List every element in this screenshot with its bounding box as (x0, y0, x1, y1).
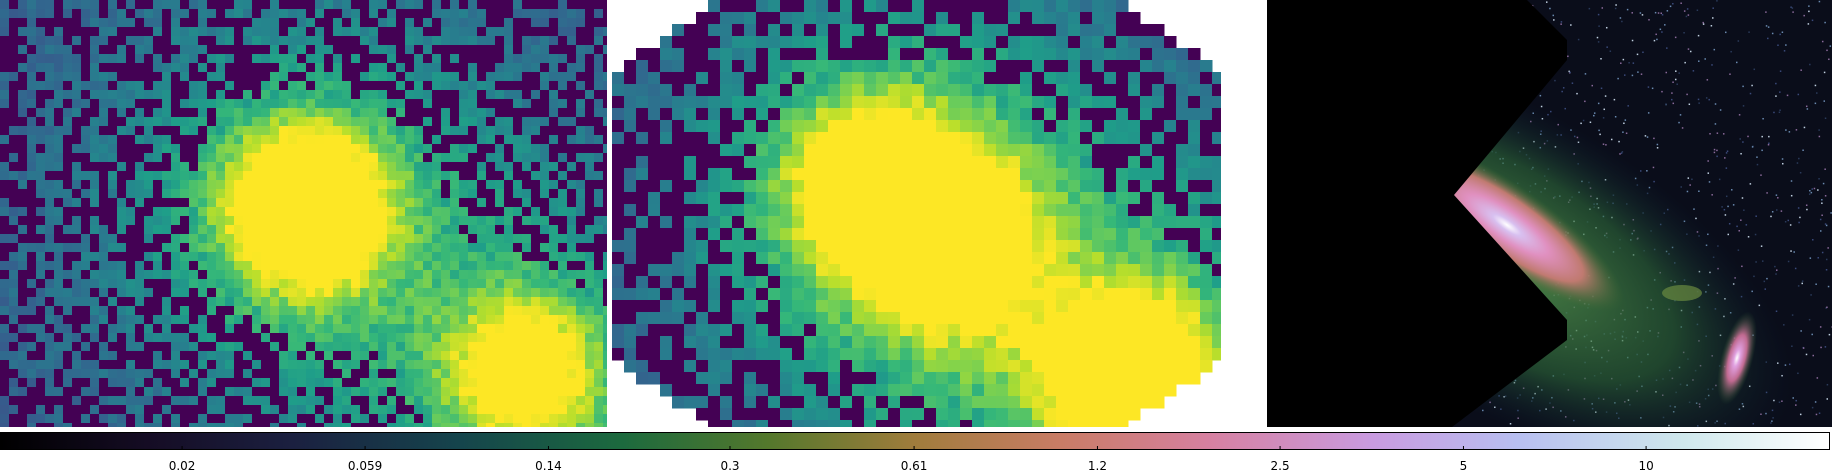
colorbar-gradient (0, 432, 1830, 450)
tick-label: 10 (1638, 459, 1654, 473)
galaxy-companion (1662, 285, 1702, 301)
tick-label: 2.5 (1270, 459, 1290, 473)
heatmap-panel-middle (612, 0, 1221, 427)
colorbar-ticks (181, 446, 1647, 450)
tick-label: 0.02 (168, 459, 196, 473)
tick-label: 1.2 (1087, 459, 1107, 473)
tick-label: 5 (1459, 459, 1468, 473)
heatmap-middle-svg (612, 0, 1221, 427)
tick-label: 0.61 (900, 459, 928, 473)
tick-label: 0.059 (347, 459, 383, 473)
tick-label: 0.3 (720, 459, 740, 473)
colorbar (0, 432, 1830, 450)
galaxy-image-svg (1267, 0, 1832, 427)
galaxy-image-panel (1267, 0, 1832, 427)
masked-region (1267, 0, 1567, 427)
heatmap-panel-left (0, 0, 607, 427)
galaxy-small (1717, 311, 1757, 405)
heatmap-cells (612, 0, 1221, 427)
tick-label: 0.14 (535, 459, 562, 473)
heatmap-left-svg (0, 0, 607, 427)
heatmap-cells (0, 0, 607, 427)
